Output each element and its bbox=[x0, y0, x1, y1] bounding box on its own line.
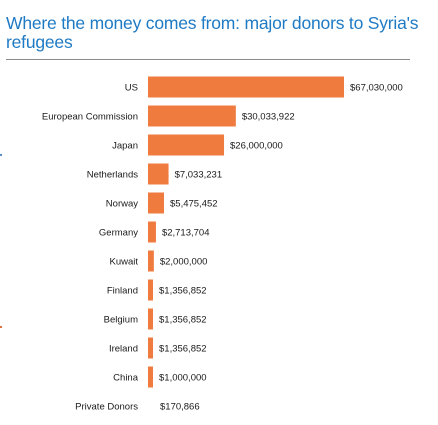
value-label: $1,356,852 bbox=[159, 315, 207, 326]
bar bbox=[148, 366, 153, 388]
bar bbox=[148, 279, 153, 301]
bar bbox=[148, 134, 225, 156]
edge-mark-upper bbox=[0, 154, 2, 156]
category-label: Netherlands bbox=[87, 170, 138, 181]
bar bbox=[148, 163, 169, 185]
value-label: $170,866 bbox=[160, 402, 200, 413]
value-label: $2,713,704 bbox=[162, 228, 210, 239]
category-label: Private Donors bbox=[75, 402, 138, 413]
chart-title: Where the money comes from: major donors… bbox=[6, 13, 419, 52]
value-label: $67,030,000 bbox=[350, 83, 403, 94]
bar bbox=[148, 308, 153, 330]
value-label: $2,000,000 bbox=[160, 257, 208, 268]
value-label: $1,356,852 bbox=[159, 286, 207, 297]
bar bbox=[148, 105, 236, 127]
value-label: $1,356,852 bbox=[159, 344, 207, 355]
category-label: Belgium bbox=[104, 315, 138, 326]
value-label: $7,033,231 bbox=[175, 170, 223, 181]
value-label: $26,000,000 bbox=[230, 141, 283, 152]
bar bbox=[148, 76, 344, 98]
title-divider bbox=[6, 59, 410, 60]
category-label: Japan bbox=[112, 141, 138, 152]
category-label: Kuwait bbox=[109, 257, 138, 268]
value-label: $30,033,922 bbox=[242, 112, 295, 123]
category-label: Germany bbox=[99, 228, 138, 239]
value-label: $5,475,452 bbox=[170, 199, 218, 210]
category-labels: US European Commission Japan Netherlands Nor… bbox=[42, 83, 139, 413]
bar bbox=[148, 337, 153, 359]
category-label: US bbox=[125, 83, 138, 94]
bar bbox=[148, 221, 156, 243]
bars-layer bbox=[148, 76, 344, 388]
category-label: Ireland bbox=[109, 344, 138, 355]
edge-mark-lower bbox=[0, 326, 2, 328]
category-label: China bbox=[113, 373, 139, 384]
bar bbox=[148, 250, 154, 272]
category-label: European Commission bbox=[42, 112, 138, 123]
value-label: $1,000,000 bbox=[159, 373, 207, 384]
value-labels: $67,030,000 $30,033,922 $26,000,000 $7,033,… bbox=[159, 83, 403, 413]
bar bbox=[148, 192, 165, 214]
category-label: Norway bbox=[106, 199, 138, 210]
category-label: Finland bbox=[107, 286, 138, 297]
